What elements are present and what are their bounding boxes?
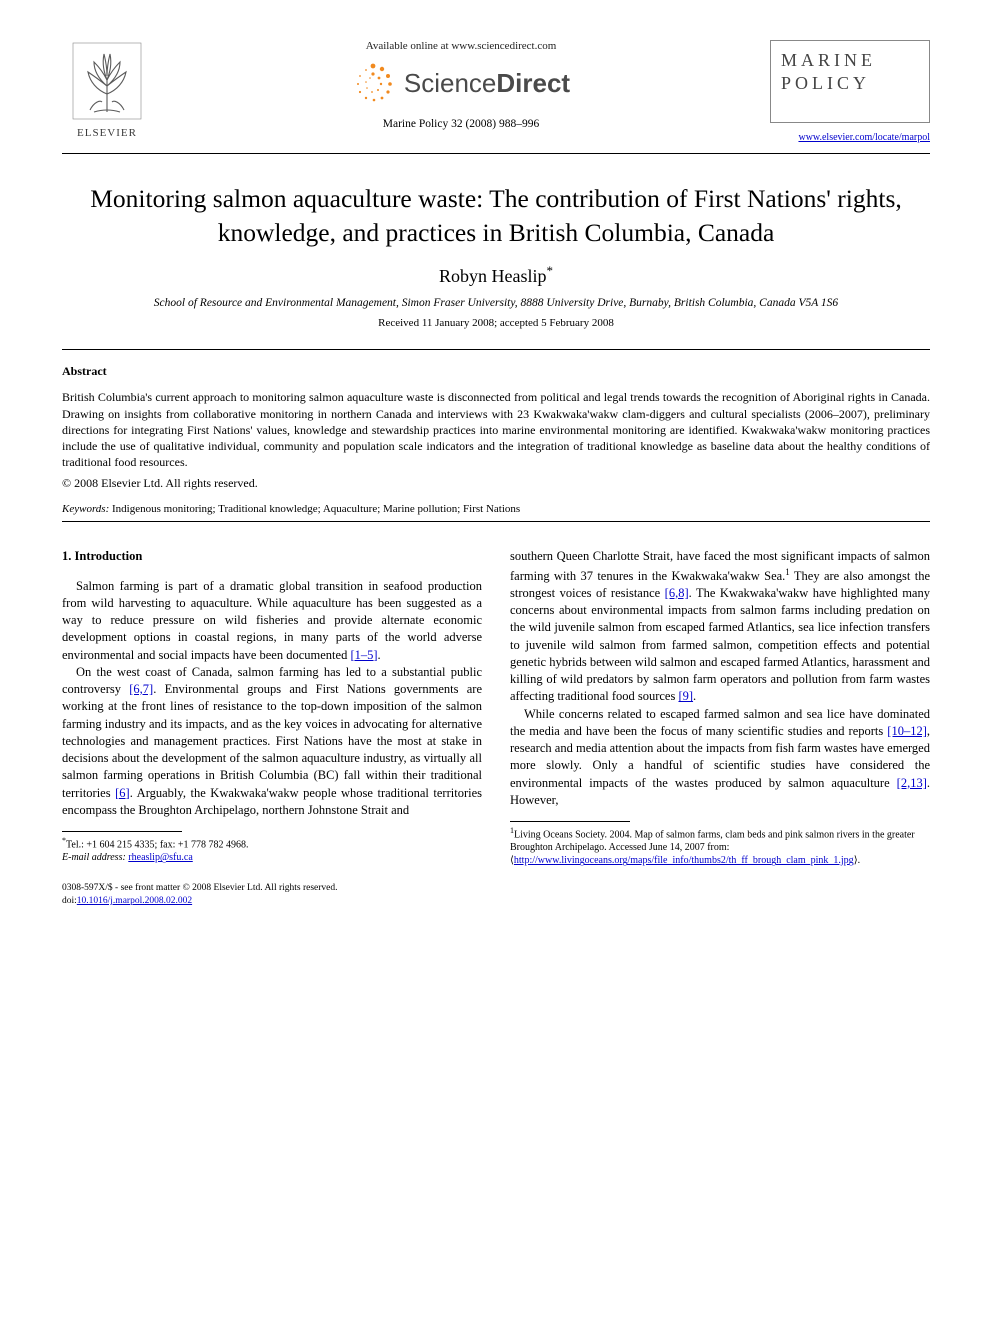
body-paragraph: On the west coast of Canada, salmon farm… bbox=[62, 664, 482, 819]
author-name: Robyn Heaslip bbox=[439, 266, 547, 286]
sd-light: Science bbox=[404, 68, 497, 98]
author-email-link[interactable]: rheaslip@sfu.ca bbox=[128, 852, 192, 863]
para-text: . bbox=[693, 689, 696, 703]
body-paragraph: While concerns related to escaped farmed… bbox=[510, 706, 930, 810]
footnote-text: ⟩. bbox=[854, 855, 860, 866]
abstract-bottom-rule bbox=[62, 521, 930, 522]
para-text: . The Kwakwaka'wakw have highlighted man… bbox=[510, 586, 930, 704]
para-text: . Environmental groups and First Nations… bbox=[62, 682, 482, 800]
citation-line: Marine Policy 32 (2008) 988–996 bbox=[152, 118, 770, 130]
corresponding-marker: * bbox=[547, 263, 554, 278]
citation-link[interactable]: [9] bbox=[678, 689, 693, 703]
citation-link[interactable]: [1–5] bbox=[350, 648, 377, 662]
doi-link[interactable]: 10.1016/j.marpol.2008.02.002 bbox=[77, 896, 192, 906]
para-text: Salmon farming is part of a dramatic glo… bbox=[62, 579, 482, 662]
journal-title-line1: MARINE bbox=[781, 49, 919, 72]
keywords-label: Keywords: bbox=[62, 503, 109, 515]
footnote-rule bbox=[62, 831, 182, 832]
corresponding-footnote: *Tel.: +1 604 215 4335; fax: +1 778 782 … bbox=[62, 836, 482, 851]
page-header: ELSEVIER Available online at www.science… bbox=[62, 38, 930, 145]
left-column: 1. Introduction Salmon farming is part o… bbox=[62, 548, 482, 908]
elsevier-label: ELSEVIER bbox=[62, 127, 152, 139]
reference-footnote: 1Living Oceans Society. 2004. Map of sal… bbox=[510, 826, 930, 867]
body-paragraph: southern Queen Charlotte Strait, have fa… bbox=[510, 548, 930, 705]
header-rule bbox=[62, 153, 930, 154]
journal-homepage-link[interactable]: www.elsevier.com/locate/marpol bbox=[798, 132, 930, 143]
elsevier-tree-icon bbox=[72, 42, 142, 120]
article-dates: Received 11 January 2008; accepted 5 Feb… bbox=[62, 317, 930, 329]
sd-bold: Direct bbox=[496, 68, 570, 98]
citation-link[interactable]: [2,13] bbox=[897, 776, 927, 790]
doi-line: doi:10.1016/j.marpol.2008.02.002 bbox=[62, 895, 482, 908]
sciencedirect-logo: ScienceDirect bbox=[152, 62, 770, 104]
email-footnote: E-mail address: rheaslip@sfu.ca bbox=[62, 851, 482, 864]
body-columns: 1. Introduction Salmon farming is part o… bbox=[62, 548, 930, 908]
citation-link[interactable]: [6,8] bbox=[665, 586, 689, 600]
section-title: Introduction bbox=[75, 549, 143, 563]
author-line: Robyn Heaslip* bbox=[62, 263, 930, 287]
front-matter-line: 0308-597X/$ - see front matter © 2008 El… bbox=[62, 882, 482, 895]
citation-link[interactable]: [6] bbox=[115, 786, 130, 800]
footnote-url-link[interactable]: http://www.livingoceans.org/maps/file_in… bbox=[514, 855, 854, 866]
sciencedirect-wordmark: ScienceDirect bbox=[404, 68, 570, 99]
publisher-logo-block: ELSEVIER bbox=[62, 38, 152, 139]
available-online-text: Available online at www.sciencedirect.co… bbox=[152, 40, 770, 52]
footnote-text: Tel.: +1 604 215 4335; fax: +1 778 782 4… bbox=[66, 839, 249, 850]
abstract-top-rule bbox=[62, 349, 930, 350]
sciencedirect-swirl-icon bbox=[352, 62, 394, 104]
keywords-text: Indigenous monitoring; Traditional knowl… bbox=[112, 503, 520, 515]
abstract-body: British Columbia's current approach to m… bbox=[62, 389, 930, 470]
abstract-copyright: © 2008 Elsevier Ltd. All rights reserved… bbox=[62, 476, 930, 491]
right-column: southern Queen Charlotte Strait, have fa… bbox=[510, 548, 930, 908]
citation-link[interactable]: [6,7] bbox=[129, 682, 153, 696]
body-paragraph: Salmon farming is part of a dramatic glo… bbox=[62, 578, 482, 664]
citation-link[interactable]: [10–12] bbox=[887, 724, 927, 738]
journal-title-line2: POLICY bbox=[781, 72, 919, 95]
header-center: Available online at www.sciencedirect.co… bbox=[152, 38, 770, 130]
section-heading: 1. Introduction bbox=[62, 548, 482, 565]
doi-label: doi: bbox=[62, 896, 77, 906]
journal-block: MARINE POLICY www.elsevier.com/locate/ma… bbox=[770, 38, 930, 145]
abstract-heading: Abstract bbox=[62, 364, 930, 379]
journal-cover-box: MARINE POLICY bbox=[770, 40, 930, 123]
email-label: E-mail address: bbox=[62, 852, 126, 863]
para-text: While concerns related to escaped farmed… bbox=[510, 707, 930, 738]
keywords-line: Keywords: Indigenous monitoring; Traditi… bbox=[62, 503, 930, 515]
article-title: Monitoring salmon aquaculture waste: The… bbox=[72, 182, 920, 249]
affiliation: School of Resource and Environmental Man… bbox=[62, 297, 930, 309]
footnote-rule bbox=[510, 821, 630, 822]
article-footer-info: 0308-597X/$ - see front matter © 2008 El… bbox=[62, 882, 482, 908]
section-number: 1. bbox=[62, 549, 71, 563]
para-text: . bbox=[378, 648, 381, 662]
